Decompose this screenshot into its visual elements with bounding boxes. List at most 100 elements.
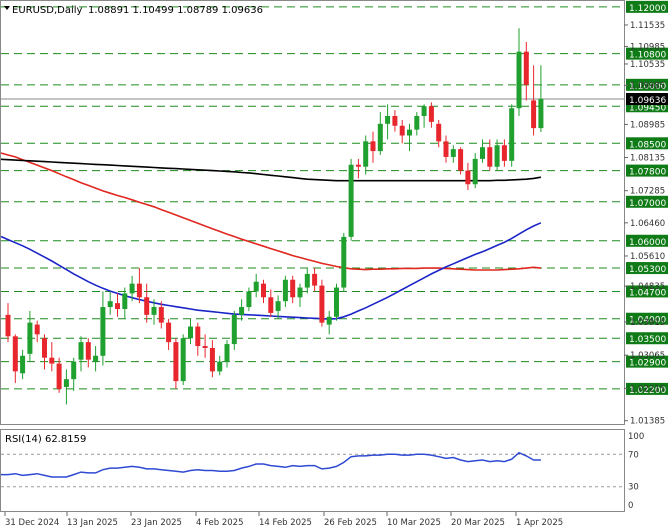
- candle-body: [93, 355, 99, 362]
- candle-body: [494, 145, 500, 167]
- candle-body: [12, 336, 18, 372]
- candle-body: [472, 158, 478, 185]
- level-label: 1.03500: [629, 335, 666, 345]
- candle-body: [516, 51, 522, 109]
- candle-body: [253, 281, 259, 292]
- candle-body: [209, 347, 215, 372]
- candle-body: [20, 355, 26, 374]
- candle-body: [5, 314, 11, 337]
- level-label: 1.12000: [629, 4, 666, 14]
- rsi-y-tick-label: 100: [628, 432, 644, 442]
- y-tick-label: 1.08135: [630, 154, 665, 164]
- candle-body: [27, 322, 33, 354]
- candle-body: [370, 141, 376, 152]
- level-label-bg: [626, 262, 668, 275]
- rsi-panel: [0, 429, 625, 512]
- level-label-bg: [626, 332, 668, 345]
- candle-body: [173, 342, 179, 382]
- y-tick-label: 1.07285: [630, 187, 665, 197]
- candle-body: [239, 307, 245, 315]
- candle-body: [363, 141, 369, 167]
- candle-body: [312, 273, 318, 286]
- candle-body: [436, 123, 442, 142]
- level-label: 1.07800: [629, 168, 666, 178]
- current-price-label: 1.09636: [629, 96, 666, 106]
- candle-body: [144, 297, 150, 315]
- rsi-y-tick-label: 0: [628, 501, 633, 511]
- candle-body: [231, 314, 237, 345]
- candle-body: [341, 236, 347, 288]
- y-tick-label: 1.03915: [630, 318, 665, 328]
- rsi-indicator: 100 70 30 0: [1, 432, 644, 511]
- level-label: 1.08500: [629, 140, 666, 150]
- x-tick-label: 31 Dec 2024: [5, 518, 59, 528]
- candle-body: [275, 301, 281, 311]
- candle-body: [334, 287, 339, 317]
- x-tick-label: 20 Mar 2025: [451, 518, 505, 528]
- candle-body: [151, 307, 157, 315]
- candle-body: [202, 346, 208, 348]
- level-label-bg: [626, 195, 668, 208]
- candle-body: [122, 293, 128, 309]
- y-tick-label: 1.10535: [630, 60, 665, 70]
- rsi-title: RSI(14) 62.8159: [5, 434, 86, 445]
- candle-body: [129, 283, 135, 294]
- level-label-bg: [626, 312, 668, 325]
- candle-body: [158, 307, 164, 323]
- y-tick-label: 1.11535: [630, 21, 665, 31]
- candle-body: [480, 147, 485, 159]
- y-tick-label: 1.03065: [630, 351, 665, 361]
- candle-body: [509, 108, 515, 161]
- candle-body: [450, 149, 456, 157]
- candle-body: [107, 301, 113, 308]
- candle-body: [377, 123, 383, 152]
- candle-body: [428, 106, 434, 122]
- candle-body: [34, 324, 40, 335]
- candle-body: [421, 106, 427, 117]
- candle-body: [195, 326, 201, 347]
- candle-body: [42, 338, 47, 358]
- candle-body: [501, 145, 507, 161]
- rsi-line: [1, 451, 541, 478]
- candle-body: [136, 283, 142, 298]
- level-label: 1.05300: [629, 265, 666, 275]
- level-label: 1.07000: [629, 199, 666, 209]
- y-tick-label: 1.06460: [630, 219, 665, 229]
- y-tick-label: 1.10985: [630, 42, 665, 52]
- y-tick-label: 1.08985: [630, 120, 665, 130]
- x-tick-label: 14 Feb 2025: [259, 518, 312, 528]
- candle-body: [246, 291, 252, 308]
- level-label: 1.02900: [629, 359, 666, 369]
- candle-body: [188, 326, 193, 339]
- candle-body: [319, 285, 325, 323]
- level-label-bg: [626, 234, 668, 247]
- candle-body: [71, 361, 77, 380]
- ma-red-line: [0, 152, 541, 271]
- candle-body: [538, 98, 544, 129]
- y-tick-label: 1.05610: [630, 252, 665, 262]
- candle-body: [443, 141, 449, 157]
- rsi-y-tick-label: 30: [628, 483, 639, 493]
- collapse-triangle-icon[interactable]: [4, 6, 10, 10]
- candle-body: [282, 279, 288, 302]
- level-label-bg: [626, 382, 668, 395]
- x-tick-label: 4 Feb 2025: [196, 518, 244, 528]
- level-label: 1.04000: [629, 316, 666, 326]
- price-axis: 1.12000 1.10800 1.10000 1.09450 1.08500 1.078…: [624, 0, 668, 427]
- x-tick-label: 23 Jan 2025: [131, 518, 182, 528]
- level-label-bg: [626, 285, 668, 298]
- candle-body: [458, 149, 464, 171]
- ma-black-line: [0, 158, 542, 182]
- candle-body: [392, 116, 398, 126]
- current-price-tag: [626, 93, 668, 106]
- y-tick-label: 1.04835: [630, 282, 665, 292]
- y-tick-label: 1.01385: [630, 417, 665, 427]
- level-label-bg: [626, 137, 668, 150]
- candle-body: [348, 164, 354, 237]
- y-tick-label: 1.09985: [630, 81, 665, 91]
- candle-body: [465, 170, 471, 185]
- candle-body: [487, 147, 493, 167]
- candle-body: [217, 361, 223, 372]
- level-label: 1.06000: [629, 238, 666, 248]
